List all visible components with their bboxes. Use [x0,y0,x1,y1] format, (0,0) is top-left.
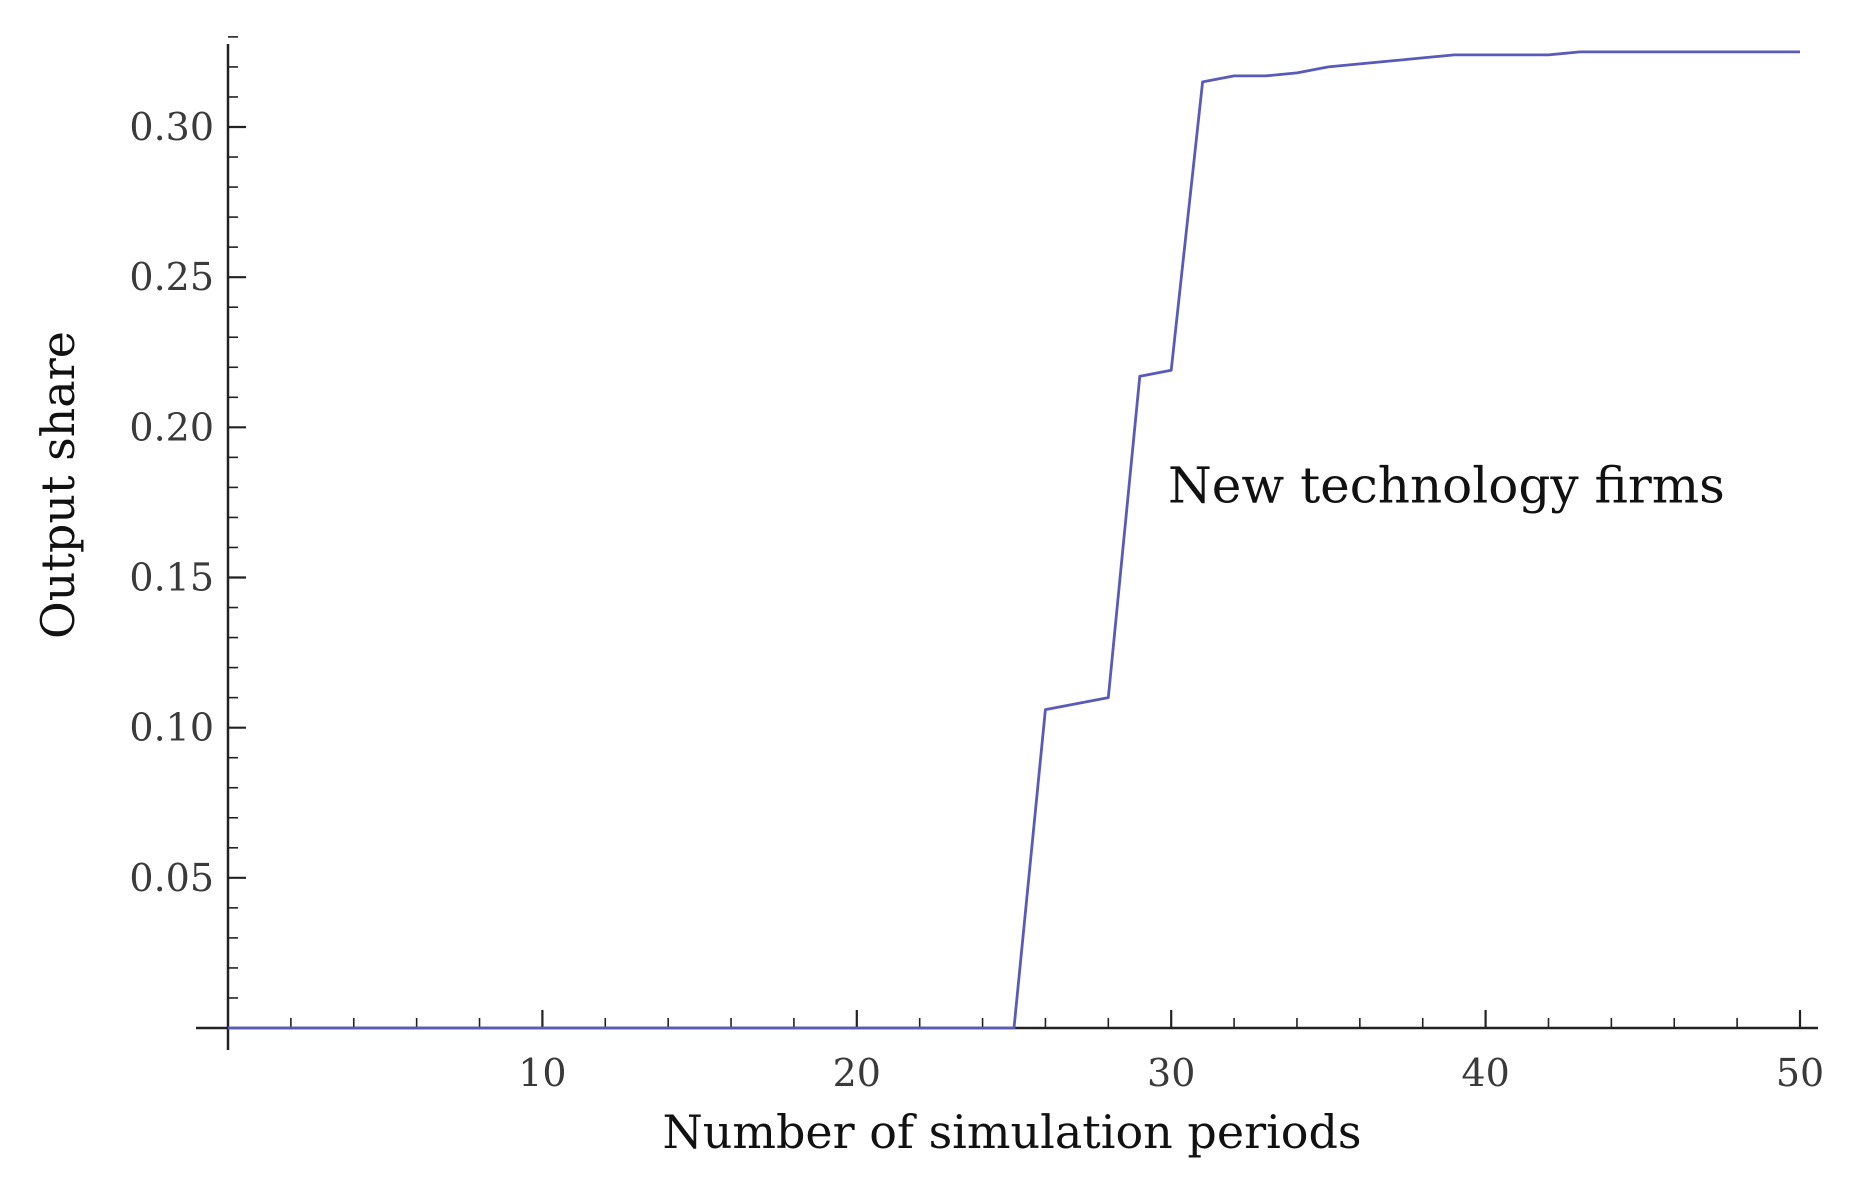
y-tick-label: 0.25 [129,255,214,299]
y-axis-title: Output share [31,331,85,639]
series [228,50,1800,1030]
axis-ticks [228,36,1802,1028]
y-tick-label: 0.20 [129,405,214,449]
axes [196,44,1818,1050]
annotation-new-technology-firms: New technology firms [1168,456,1725,514]
x-tick-label: 30 [1147,1051,1195,1095]
x-axis-title: Number of simulation periods [662,1105,1361,1159]
y-tick-label: 0.30 [129,105,214,149]
y-tick-label: 0.15 [129,556,214,600]
y-tick-label: 0.05 [129,856,214,900]
series-line-new-technology-firms [228,50,1800,1030]
x-tick-label: 20 [833,1051,881,1095]
y-tick-label: 0.10 [129,706,214,750]
x-tick-label: 10 [518,1051,566,1095]
x-tick-label: 40 [1461,1051,1509,1095]
x-tick-label: 50 [1776,1051,1824,1095]
tick-labels: 10 20 30 40 50 0.05 0.10 0.15 0.20 0.25 0.30 [129,105,1824,1095]
